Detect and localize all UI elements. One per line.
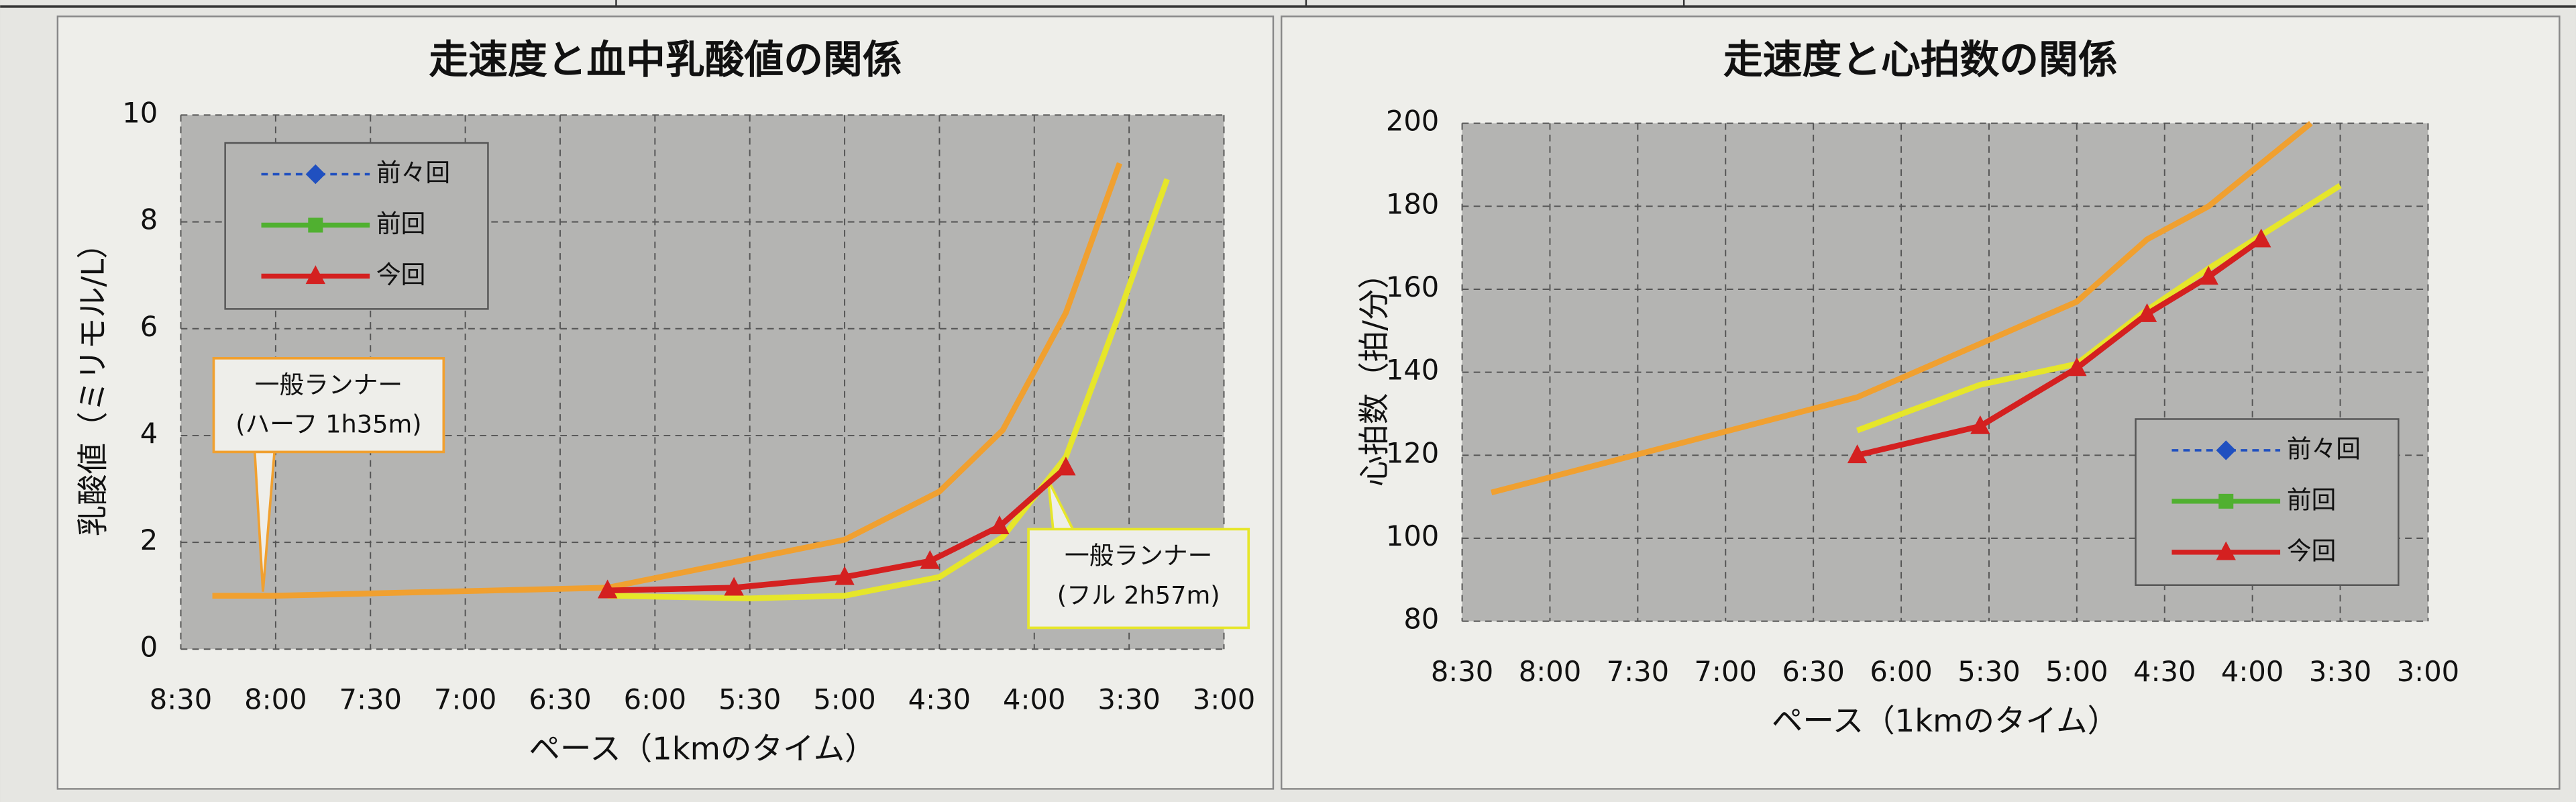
y-tick-label: 0 bbox=[140, 630, 158, 663]
series-line bbox=[212, 162, 1123, 599]
series-line bbox=[607, 178, 1170, 601]
y-tick-label: 2 bbox=[140, 523, 158, 556]
y-tick-label: 200 bbox=[1386, 105, 1439, 138]
y-tick-label: 180 bbox=[1386, 187, 1439, 220]
x-tick-label: 5:30 bbox=[1957, 655, 2020, 688]
y-tick-label: 80 bbox=[1403, 603, 1439, 636]
x-tick-label: 4:00 bbox=[2221, 655, 2284, 688]
marker bbox=[2198, 266, 2218, 285]
x-tick-label: 3:30 bbox=[1097, 683, 1160, 716]
legend-marker bbox=[305, 164, 326, 185]
legend-label: 前回 bbox=[2287, 485, 2336, 514]
y-tick-label: 8 bbox=[140, 203, 158, 236]
y-tick-label: 120 bbox=[1386, 436, 1439, 469]
x-tick-label: 4:30 bbox=[908, 683, 971, 716]
legend-marker bbox=[2216, 440, 2236, 460]
y-tick-label: 4 bbox=[140, 417, 158, 450]
x-tick-label: 8:00 bbox=[1519, 655, 1581, 688]
marker bbox=[920, 550, 940, 569]
callout-text: (フル 2h57m) bbox=[1057, 581, 1220, 609]
callout-tail bbox=[253, 452, 276, 592]
legend-marker bbox=[308, 217, 323, 233]
y-tick-label: 140 bbox=[1386, 354, 1439, 387]
x-tick-label: 5:00 bbox=[813, 683, 875, 716]
y-axis-label: 心拍数（拍/分） bbox=[1356, 258, 1393, 487]
legend-label: 今回 bbox=[2287, 536, 2336, 565]
series-line bbox=[1856, 237, 2263, 458]
callout-box bbox=[1027, 528, 1250, 630]
x-axis-label: ペース（1kmのタイム） bbox=[529, 731, 875, 767]
marker bbox=[1970, 415, 1990, 434]
marker bbox=[1056, 456, 1076, 476]
x-tick-label: 6:30 bbox=[529, 683, 591, 716]
x-tick-label: 7:00 bbox=[1695, 655, 1757, 688]
y-tick-label: 160 bbox=[1386, 270, 1439, 303]
y-tick-label: 100 bbox=[1386, 519, 1439, 552]
x-tick-label: 4:30 bbox=[2133, 655, 2196, 688]
x-tick-label: 6:00 bbox=[624, 683, 686, 716]
callout-text: 一般ランナー bbox=[1065, 542, 1212, 570]
series-line bbox=[1856, 183, 2342, 434]
marker bbox=[2251, 228, 2271, 248]
callout-text: 一般ランナー bbox=[255, 370, 402, 399]
legend-label: 今回 bbox=[376, 260, 425, 289]
legend-label: 前回 bbox=[376, 209, 425, 238]
marker bbox=[1847, 444, 1868, 464]
marker bbox=[2137, 303, 2157, 322]
x-tick-label: 4:00 bbox=[1003, 683, 1065, 716]
legend-marker bbox=[305, 265, 326, 285]
y-tick-label: 6 bbox=[140, 310, 158, 343]
x-tick-label: 6:30 bbox=[1782, 655, 1844, 688]
x-tick-label: 3:30 bbox=[2309, 655, 2371, 688]
y-axis-label: 乳酸値（ミリモル/L） bbox=[75, 228, 111, 536]
x-tick-label: 3:00 bbox=[1193, 683, 1255, 716]
x-tick-label: 8:30 bbox=[150, 683, 212, 716]
marker bbox=[724, 577, 744, 596]
legend-label: 前々回 bbox=[376, 158, 450, 187]
callout-text: (ハーフ 1h35m) bbox=[235, 410, 421, 439]
x-tick-label: 5:30 bbox=[718, 683, 781, 716]
y-tick-label: 10 bbox=[122, 96, 158, 129]
x-tick-label: 8:00 bbox=[244, 683, 307, 716]
legend-marker bbox=[2216, 541, 2236, 560]
series-line bbox=[607, 465, 1068, 594]
x-tick-label: 7:00 bbox=[434, 683, 496, 716]
marker bbox=[597, 579, 618, 599]
marker bbox=[2067, 357, 2087, 377]
x-tick-label: 7:30 bbox=[1607, 655, 1669, 688]
x-tick-label: 8:30 bbox=[1431, 655, 1493, 688]
chart-title: 走速度と血中乳酸値の関係 bbox=[429, 36, 902, 83]
callout-box bbox=[212, 356, 445, 454]
marker bbox=[835, 566, 855, 585]
legend-label: 前々回 bbox=[2287, 434, 2361, 463]
chart-title: 走速度と心拍数の関係 bbox=[1723, 36, 2118, 83]
series-line bbox=[1491, 121, 2313, 496]
x-tick-label: 7:30 bbox=[339, 683, 402, 716]
x-tick-label: 6:00 bbox=[1870, 655, 1932, 688]
x-axis-label: ペース（1kmのタイム） bbox=[1772, 703, 2118, 739]
x-tick-label: 5:00 bbox=[2045, 655, 2108, 688]
x-tick-label: 3:00 bbox=[2397, 655, 2459, 688]
legend-marker bbox=[2218, 493, 2234, 509]
marker bbox=[989, 515, 1010, 534]
